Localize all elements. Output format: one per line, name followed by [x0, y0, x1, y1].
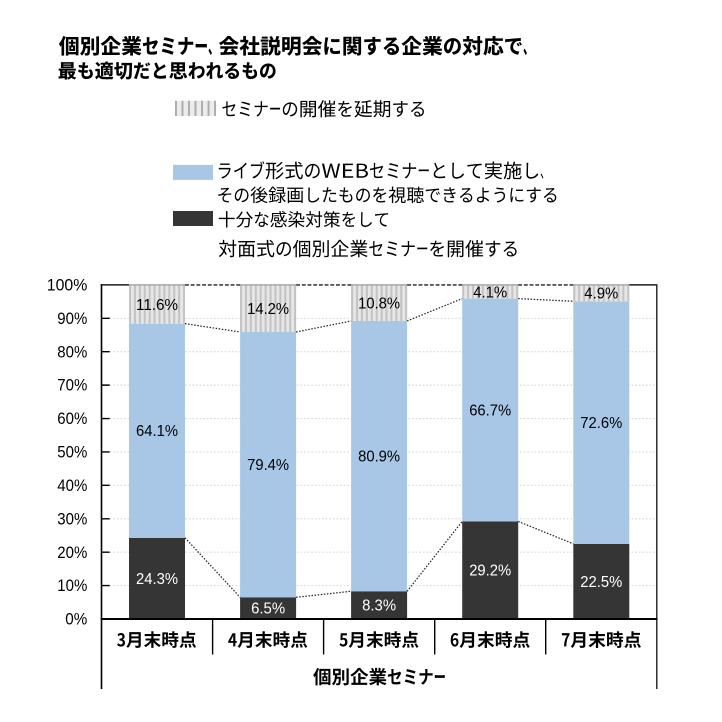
svg-text:4.9%: 4.9%: [584, 286, 618, 303]
svg-text:70%: 70%: [57, 377, 87, 395]
svg-text:11.6%: 11.6%: [136, 297, 178, 314]
svg-text:72.6%: 72.6%: [580, 415, 622, 432]
svg-text:40%: 40%: [57, 477, 87, 495]
svg-text:100%: 100%: [47, 277, 88, 295]
svg-text:80%: 80%: [57, 343, 87, 361]
svg-text:20%: 20%: [57, 544, 87, 562]
svg-text:6.5%: 6.5%: [251, 601, 285, 618]
svg-text:60%: 60%: [57, 410, 87, 428]
svg-text:24.3%: 24.3%: [136, 571, 178, 588]
svg-text:64.1%: 64.1%: [136, 423, 178, 440]
svg-text:10.8%: 10.8%: [358, 295, 400, 312]
svg-text:29.2%: 29.2%: [469, 563, 511, 580]
svg-text:79.4%: 79.4%: [247, 457, 289, 474]
svg-text:66.7%: 66.7%: [469, 403, 511, 420]
svg-text:4.1%: 4.1%: [473, 284, 507, 301]
svg-text:80.9%: 80.9%: [358, 449, 400, 466]
svg-text:90%: 90%: [57, 310, 87, 328]
svg-text:10%: 10%: [57, 577, 87, 595]
svg-text:22.5%: 22.5%: [580, 574, 622, 591]
svg-text:50%: 50%: [57, 444, 87, 462]
svg-text:14.2%: 14.2%: [247, 301, 289, 318]
svg-text:8.3%: 8.3%: [362, 598, 396, 615]
svg-text:30%: 30%: [57, 510, 87, 528]
svg-text:0%: 0%: [65, 611, 87, 629]
